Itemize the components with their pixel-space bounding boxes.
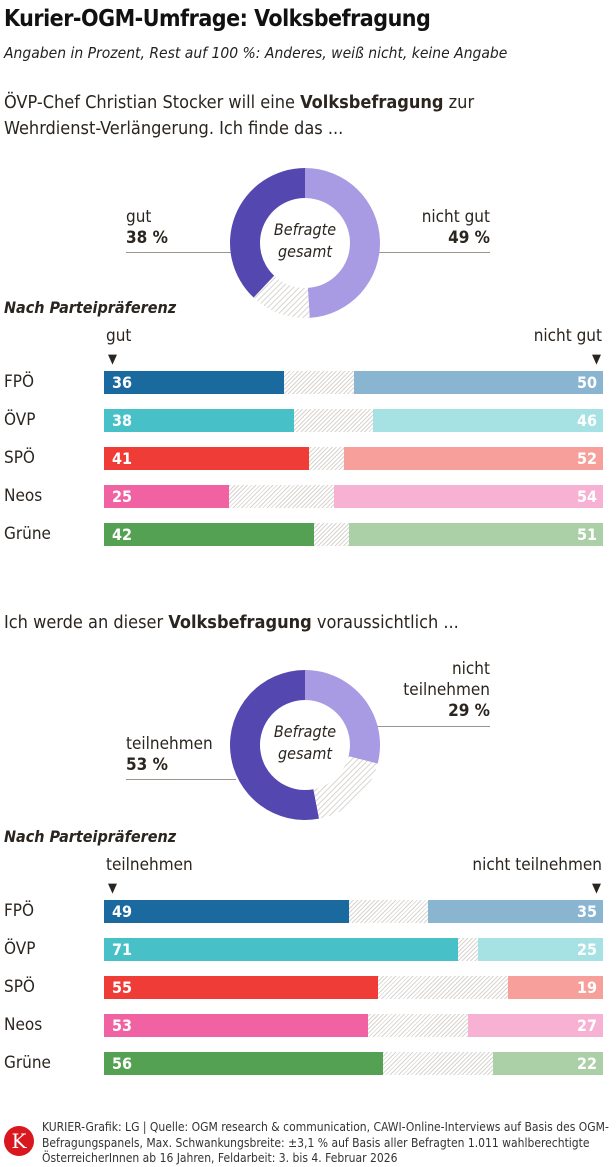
question-text: voraussichtlich ...	[311, 612, 459, 633]
left-end-label: gut	[106, 326, 132, 346]
left-end-label: teilnehmen	[106, 855, 193, 875]
section-heading: Nach Parteipräferenz	[4, 827, 177, 846]
bar-value: 71	[112, 940, 133, 959]
bar-nicht-teilnehmen	[428, 900, 603, 923]
bar-value: 54	[576, 487, 597, 506]
bar-gut	[104, 485, 229, 508]
donut-chart-2	[230, 670, 380, 820]
triangle-down-icon: ▼	[592, 881, 601, 896]
donut-slice-rest	[253, 275, 310, 318]
bar-teilnehmen	[104, 976, 379, 999]
donut-slice-teilnehmen	[230, 670, 320, 820]
donut-chart-1	[229, 168, 380, 318]
bar-value: 19	[576, 978, 597, 997]
party-label: Neos	[4, 1015, 43, 1035]
bar-gut	[104, 409, 294, 432]
donut-slice-nicht-gut	[305, 168, 380, 318]
party-label: SPÖ	[4, 977, 35, 997]
bar-teilnehmen	[104, 1052, 384, 1075]
label-rule	[126, 252, 236, 253]
party-label: Neos	[4, 486, 43, 506]
party-label: ÖVP	[4, 410, 36, 430]
bar-nicht-gut	[353, 371, 603, 394]
party-label: Grüne	[4, 524, 51, 544]
bar-value: 36	[112, 373, 133, 392]
bar-value: 27	[576, 1016, 597, 1035]
bar-value: 53	[112, 1016, 133, 1035]
question-text: ÖVP-Chef Christian Stocker will eine	[4, 92, 301, 113]
bar-value: 46	[576, 411, 597, 430]
donut-slice-nicht-teilnehmen	[305, 670, 380, 764]
slice-label-left: gut 38 %	[126, 207, 168, 248]
bar-nicht-teilnehmen	[493, 1052, 603, 1075]
bar-nicht-teilnehmen	[508, 976, 603, 999]
chart-subtitle: Angaben in Prozent, Rest auf 100 %: Ande…	[4, 44, 508, 62]
bar-nicht-gut	[333, 485, 603, 508]
kurier-logo: K	[4, 1126, 34, 1156]
bar-value: 41	[112, 449, 133, 468]
bar-nicht-gut	[348, 523, 603, 546]
bar-value: 22	[576, 1054, 597, 1073]
question-1: ÖVP-Chef Christian Stocker will eine Vol…	[4, 90, 524, 142]
party-label: FPÖ	[4, 901, 35, 921]
bar-teilnehmen	[104, 900, 349, 923]
bar-value: 42	[112, 525, 133, 544]
question-2: Ich werde an dieser Volksbefragung vorau…	[4, 610, 564, 636]
footer-source: KURIER-Grafik: LG | Quelle: OGM research…	[42, 1120, 609, 1165]
label-rule	[126, 779, 236, 780]
donut-center-label: Befragte gesamt	[273, 722, 337, 763]
question-bold: Volksbefragung	[300, 92, 444, 113]
triangle-down-icon: ▼	[592, 352, 601, 367]
question-bold: Volksbefragung	[168, 612, 312, 633]
slice-label-right: nicht teilnehmen 29 %	[403, 659, 490, 721]
bar-gut	[104, 447, 309, 470]
donut-slice-gut	[229, 168, 305, 298]
bar-nicht-teilnehmen	[468, 1014, 603, 1037]
label-rule	[374, 252, 490, 253]
right-end-label: nicht gut	[533, 326, 602, 346]
bar-value: 49	[112, 902, 133, 921]
bar-value: 25	[112, 487, 133, 506]
bar-teilnehmen	[104, 938, 459, 961]
party-label: Grüne	[4, 1053, 51, 1073]
bar-nicht-gut	[373, 409, 603, 432]
question-text: zur Wehrdienst-Verlängerung. Ich finde d…	[4, 92, 475, 139]
bar-value: 35	[576, 902, 597, 921]
slice-label-left: teilnehmen 53 %	[126, 734, 213, 775]
slice-label-right: nicht gut 49 %	[421, 207, 490, 248]
bar-value: 55	[112, 978, 133, 997]
bar-nicht-gut	[343, 447, 603, 470]
section-heading: Nach Parteipräferenz	[4, 298, 177, 317]
bar-nicht-teilnehmen	[478, 938, 603, 961]
right-end-label: nicht teilnehmen	[472, 855, 602, 875]
chart-title: Kurier-OGM-Umfrage: Volksbefragung	[4, 6, 431, 32]
donut-slice-rest	[313, 756, 378, 819]
bar-gut	[104, 523, 314, 546]
triangle-down-icon: ▼	[108, 881, 117, 896]
question-text: Ich werde an dieser	[4, 612, 169, 633]
party-label: SPÖ	[4, 448, 35, 468]
label-rule	[374, 726, 490, 727]
bar-value: 51	[576, 525, 597, 544]
party-label: ÖVP	[4, 939, 36, 959]
bar-value: 25	[576, 940, 597, 959]
bar-value: 50	[576, 373, 597, 392]
bar-value: 56	[112, 1054, 133, 1073]
triangle-down-icon: ▼	[108, 352, 117, 367]
bar-gut	[104, 371, 284, 394]
bar-teilnehmen	[104, 1014, 369, 1037]
donut-center-label: Befragte gesamt	[273, 220, 337, 261]
bar-value: 38	[112, 411, 133, 430]
party-label: FPÖ	[4, 372, 35, 392]
bar-value: 52	[576, 449, 597, 468]
